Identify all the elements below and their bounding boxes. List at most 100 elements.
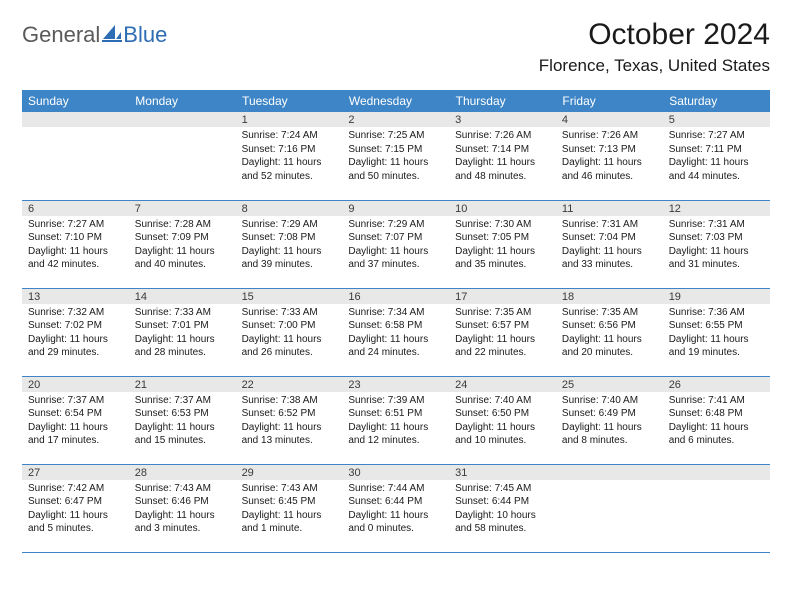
daylight-text: Daylight: 11 hours and 39 minutes. bbox=[242, 245, 337, 272]
sunset-text: Sunset: 7:04 PM bbox=[562, 231, 657, 245]
day-number: 27 bbox=[22, 465, 129, 480]
day-details: Sunrise: 7:31 AMSunset: 7:04 PMDaylight:… bbox=[556, 216, 663, 276]
sunset-text: Sunset: 6:55 PM bbox=[669, 319, 764, 333]
day-details: Sunrise: 7:30 AMSunset: 7:05 PMDaylight:… bbox=[449, 216, 556, 276]
sunrise-text: Sunrise: 7:30 AM bbox=[455, 218, 550, 232]
day-header: Tuesday bbox=[236, 90, 343, 112]
calendar-cell bbox=[556, 464, 663, 552]
sunset-text: Sunset: 6:56 PM bbox=[562, 319, 657, 333]
calendar-cell: 2Sunrise: 7:25 AMSunset: 7:15 PMDaylight… bbox=[342, 112, 449, 200]
sunrise-text: Sunrise: 7:39 AM bbox=[348, 394, 443, 408]
day-number: 29 bbox=[236, 465, 343, 480]
month-title: October 2024 bbox=[539, 18, 770, 52]
day-header: Monday bbox=[129, 90, 236, 112]
sunset-text: Sunset: 7:13 PM bbox=[562, 143, 657, 157]
day-details: Sunrise: 7:27 AMSunset: 7:11 PMDaylight:… bbox=[663, 127, 770, 187]
day-number: 23 bbox=[342, 377, 449, 392]
daylight-text: Daylight: 11 hours and 19 minutes. bbox=[669, 333, 764, 360]
empty-day-body bbox=[556, 480, 663, 486]
calendar-cell: 29Sunrise: 7:43 AMSunset: 6:45 PMDayligh… bbox=[236, 464, 343, 552]
header-area: General Blue October 2024 Florence, Texa… bbox=[22, 18, 770, 76]
sunset-text: Sunset: 6:44 PM bbox=[455, 495, 550, 509]
calendar-cell: 26Sunrise: 7:41 AMSunset: 6:48 PMDayligh… bbox=[663, 376, 770, 464]
calendar-cell: 9Sunrise: 7:29 AMSunset: 7:07 PMDaylight… bbox=[342, 200, 449, 288]
sunrise-text: Sunrise: 7:36 AM bbox=[669, 306, 764, 320]
day-details: Sunrise: 7:25 AMSunset: 7:15 PMDaylight:… bbox=[342, 127, 449, 187]
day-details: Sunrise: 7:32 AMSunset: 7:02 PMDaylight:… bbox=[22, 304, 129, 364]
day-details: Sunrise: 7:31 AMSunset: 7:03 PMDaylight:… bbox=[663, 216, 770, 276]
day-number: 20 bbox=[22, 377, 129, 392]
sunset-text: Sunset: 6:44 PM bbox=[348, 495, 443, 509]
sunrise-text: Sunrise: 7:43 AM bbox=[135, 482, 230, 496]
daylight-text: Daylight: 11 hours and 20 minutes. bbox=[562, 333, 657, 360]
day-header: Wednesday bbox=[342, 90, 449, 112]
sunrise-text: Sunrise: 7:31 AM bbox=[562, 218, 657, 232]
calendar-cell: 22Sunrise: 7:38 AMSunset: 6:52 PMDayligh… bbox=[236, 376, 343, 464]
sunset-text: Sunset: 7:11 PM bbox=[669, 143, 764, 157]
daylight-text: Daylight: 11 hours and 10 minutes. bbox=[455, 421, 550, 448]
day-number: 13 bbox=[22, 289, 129, 304]
sunset-text: Sunset: 7:03 PM bbox=[669, 231, 764, 245]
day-details: Sunrise: 7:29 AMSunset: 7:07 PMDaylight:… bbox=[342, 216, 449, 276]
daylight-text: Daylight: 11 hours and 42 minutes. bbox=[28, 245, 123, 272]
day-details: Sunrise: 7:28 AMSunset: 7:09 PMDaylight:… bbox=[129, 216, 236, 276]
daylight-text: Daylight: 11 hours and 40 minutes. bbox=[135, 245, 230, 272]
day-number: 26 bbox=[663, 377, 770, 392]
sunrise-text: Sunrise: 7:35 AM bbox=[455, 306, 550, 320]
day-details: Sunrise: 7:36 AMSunset: 6:55 PMDaylight:… bbox=[663, 304, 770, 364]
sunset-text: Sunset: 6:47 PM bbox=[28, 495, 123, 509]
day-number: 25 bbox=[556, 377, 663, 392]
daylight-text: Daylight: 11 hours and 44 minutes. bbox=[669, 156, 764, 183]
day-number: 22 bbox=[236, 377, 343, 392]
sunrise-text: Sunrise: 7:38 AM bbox=[242, 394, 337, 408]
calendar-week-row: 13Sunrise: 7:32 AMSunset: 7:02 PMDayligh… bbox=[22, 288, 770, 376]
empty-day bbox=[663, 465, 770, 480]
daylight-text: Daylight: 10 hours and 58 minutes. bbox=[455, 509, 550, 536]
daylight-text: Daylight: 11 hours and 46 minutes. bbox=[562, 156, 657, 183]
day-number: 1 bbox=[236, 112, 343, 127]
sunrise-text: Sunrise: 7:27 AM bbox=[28, 218, 123, 232]
sunset-text: Sunset: 6:51 PM bbox=[348, 407, 443, 421]
calendar-cell: 14Sunrise: 7:33 AMSunset: 7:01 PMDayligh… bbox=[129, 288, 236, 376]
day-number: 24 bbox=[449, 377, 556, 392]
sunrise-text: Sunrise: 7:40 AM bbox=[562, 394, 657, 408]
day-number: 4 bbox=[556, 112, 663, 127]
daylight-text: Daylight: 11 hours and 37 minutes. bbox=[348, 245, 443, 272]
sunset-text: Sunset: 7:01 PM bbox=[135, 319, 230, 333]
calendar-cell: 5Sunrise: 7:27 AMSunset: 7:11 PMDaylight… bbox=[663, 112, 770, 200]
empty-day-body bbox=[129, 127, 236, 133]
calendar-cell: 6Sunrise: 7:27 AMSunset: 7:10 PMDaylight… bbox=[22, 200, 129, 288]
calendar-cell: 16Sunrise: 7:34 AMSunset: 6:58 PMDayligh… bbox=[342, 288, 449, 376]
day-details: Sunrise: 7:35 AMSunset: 6:57 PMDaylight:… bbox=[449, 304, 556, 364]
empty-day-body bbox=[663, 480, 770, 486]
sunset-text: Sunset: 6:46 PM bbox=[135, 495, 230, 509]
sunset-text: Sunset: 6:52 PM bbox=[242, 407, 337, 421]
calendar-cell: 10Sunrise: 7:30 AMSunset: 7:05 PMDayligh… bbox=[449, 200, 556, 288]
day-number: 18 bbox=[556, 289, 663, 304]
day-details: Sunrise: 7:27 AMSunset: 7:10 PMDaylight:… bbox=[22, 216, 129, 276]
logo-sail-icon bbox=[102, 22, 122, 48]
day-header: Saturday bbox=[663, 90, 770, 112]
sunrise-text: Sunrise: 7:33 AM bbox=[135, 306, 230, 320]
sunrise-text: Sunrise: 7:29 AM bbox=[348, 218, 443, 232]
day-details: Sunrise: 7:44 AMSunset: 6:44 PMDaylight:… bbox=[342, 480, 449, 540]
daylight-text: Daylight: 11 hours and 52 minutes. bbox=[242, 156, 337, 183]
day-number: 12 bbox=[663, 201, 770, 216]
sunrise-text: Sunrise: 7:24 AM bbox=[242, 129, 337, 143]
sunset-text: Sunset: 6:48 PM bbox=[669, 407, 764, 421]
day-details: Sunrise: 7:26 AMSunset: 7:13 PMDaylight:… bbox=[556, 127, 663, 187]
calendar-cell bbox=[129, 112, 236, 200]
sunrise-text: Sunrise: 7:43 AM bbox=[242, 482, 337, 496]
calendar-cell: 12Sunrise: 7:31 AMSunset: 7:03 PMDayligh… bbox=[663, 200, 770, 288]
day-number: 6 bbox=[22, 201, 129, 216]
daylight-text: Daylight: 11 hours and 24 minutes. bbox=[348, 333, 443, 360]
daylight-text: Daylight: 11 hours and 31 minutes. bbox=[669, 245, 764, 272]
day-number: 3 bbox=[449, 112, 556, 127]
day-details: Sunrise: 7:38 AMSunset: 6:52 PMDaylight:… bbox=[236, 392, 343, 452]
day-number: 31 bbox=[449, 465, 556, 480]
sunrise-text: Sunrise: 7:37 AM bbox=[135, 394, 230, 408]
sunrise-text: Sunrise: 7:35 AM bbox=[562, 306, 657, 320]
sunrise-text: Sunrise: 7:40 AM bbox=[455, 394, 550, 408]
day-details: Sunrise: 7:26 AMSunset: 7:14 PMDaylight:… bbox=[449, 127, 556, 187]
sunrise-text: Sunrise: 7:27 AM bbox=[669, 129, 764, 143]
